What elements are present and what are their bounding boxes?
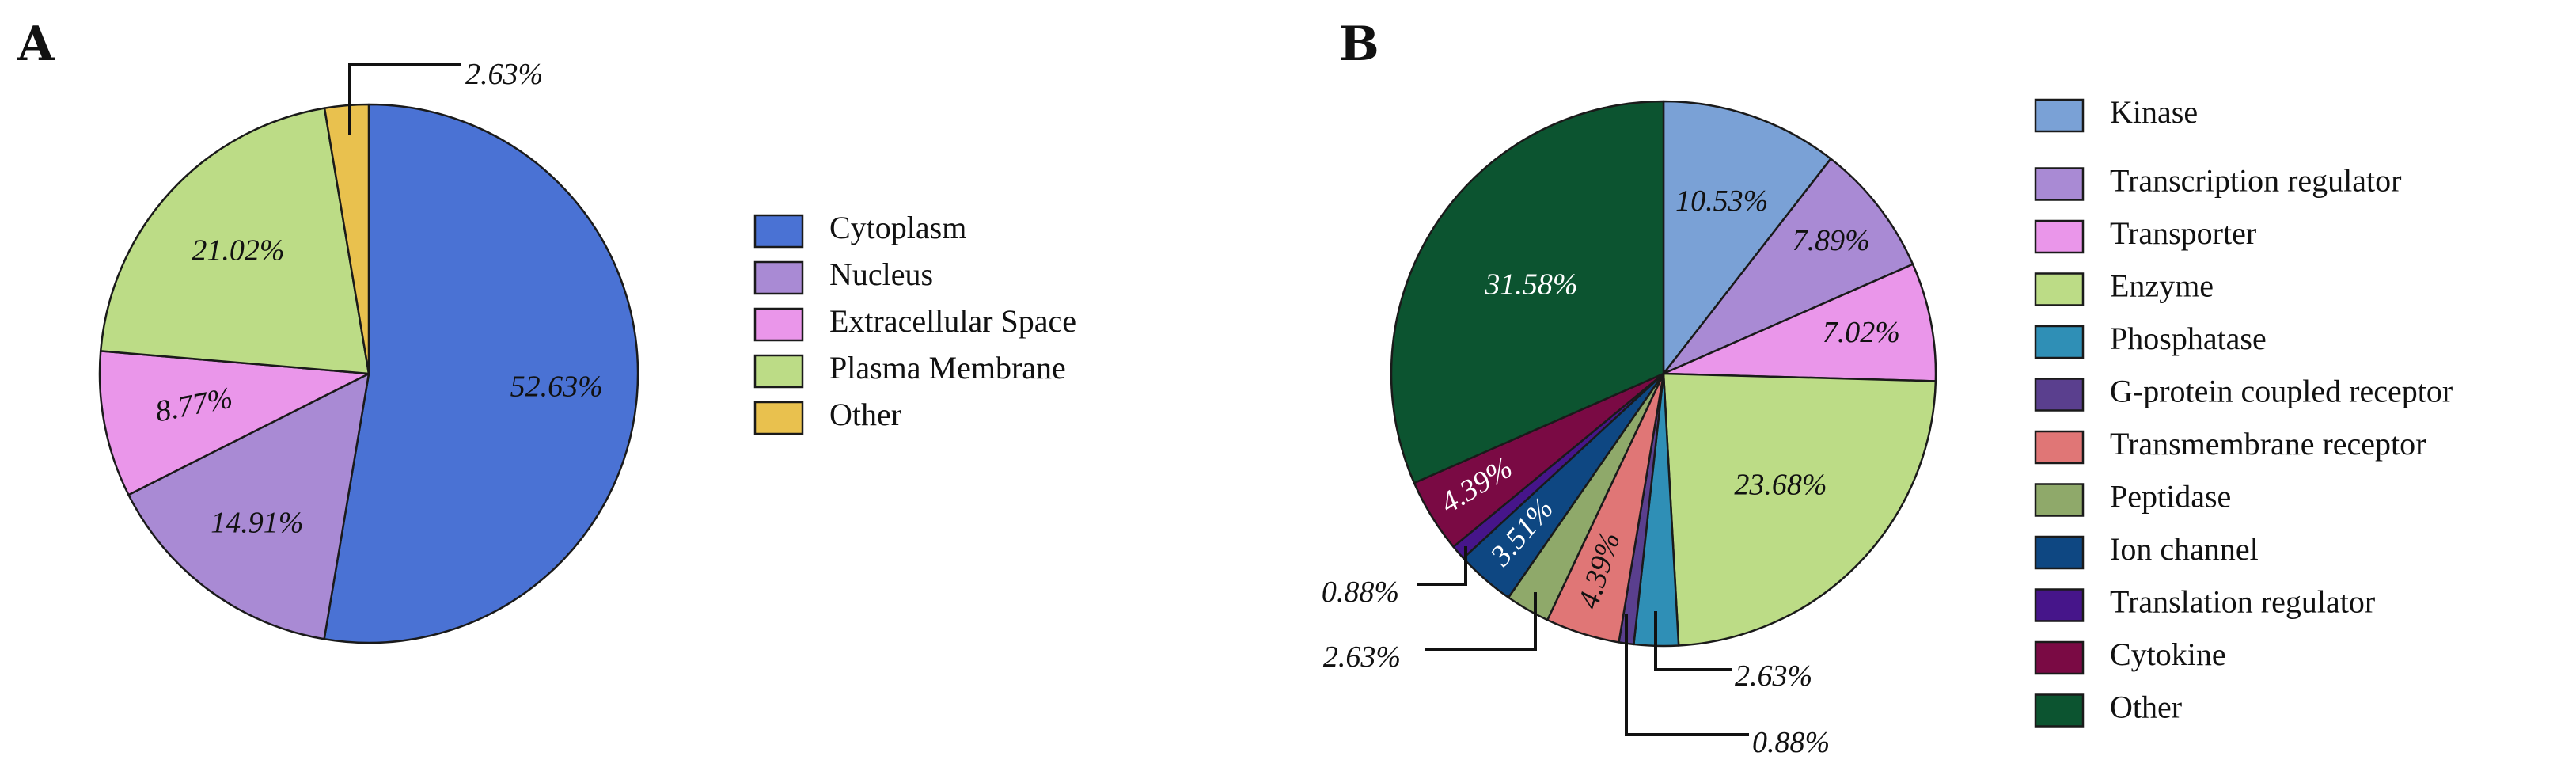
pie-b-legend-swatch-transmembrane-receptor xyxy=(2034,430,2085,465)
pie-b-legend-item-other: Other xyxy=(2034,690,2182,728)
pie-b-legend-item-kinase: Kinase xyxy=(2034,94,2198,133)
pie-b-legend-item-g-protein-coupled-receptor: G-protein coupled receptor xyxy=(2034,374,2453,412)
legend-a: Cytoplasm Nucleus Extracellular Space Plasm… xyxy=(753,210,1076,435)
pie-b-legend-swatch-transporter xyxy=(2034,219,2085,254)
pie-b-leader-peptidase xyxy=(1425,592,1537,651)
pie-b-leader-translation-regulator xyxy=(1417,546,1467,586)
pie-a-slice-extracellular-space xyxy=(98,350,370,496)
pie-b-legend-label-kinase: Kinase xyxy=(2110,94,2198,130)
pie-a-legend-label-plasma-membrane: Plasma Membrane xyxy=(829,350,1066,386)
pie-b-label-kinase: 10.53% xyxy=(1675,184,1768,218)
pie-a-slice-plasma-membrane xyxy=(99,107,370,375)
pie-a-slice-nucleus xyxy=(127,372,370,640)
pie-b-leader-g-protein-coupled-receptor xyxy=(1625,614,1749,736)
pie-a-legend-label-nucleus: Nucleus xyxy=(829,256,933,292)
pie-b-slice-transcription-regulator xyxy=(1662,158,1914,375)
pie-a-leader-other xyxy=(348,63,461,135)
pie-b-legend-swatch-enzyme xyxy=(2034,272,2085,306)
pie-b-legend-label-transmembrane-receptor: Transmembrane receptor xyxy=(2110,426,2426,462)
pie-a-label-nucleus: 14.91% xyxy=(211,506,303,539)
pie-a-legend-item-nucleus: Nucleus xyxy=(753,256,933,295)
pie-b-legend-swatch-ion-channel xyxy=(2034,535,2085,570)
pie-a-legend-swatch-cytoplasm xyxy=(753,214,804,249)
pie-b-legend-label-enzyme: Enzyme xyxy=(2110,268,2214,304)
pie-b-legend-label-g-protein-coupled-receptor: G-protein coupled receptor xyxy=(2110,374,2453,409)
pie-a-legend-label-other: Other xyxy=(829,397,901,432)
pie-b-label-other: 31.58% xyxy=(1484,268,1577,302)
pie-b-legend-item-phosphatase: Phosphatase xyxy=(2034,321,2267,359)
pie-b-label-transporter: 7.02% xyxy=(1823,316,1900,349)
pie-a-legend-item-plasma-membrane: Plasma Membrane xyxy=(753,350,1066,389)
pie-b-legend-swatch-translation-regulator xyxy=(2034,588,2085,622)
pie-b-label-peptidase: 2.63% xyxy=(1323,640,1401,674)
pie-b-label-phosphatase: 2.63% xyxy=(1735,659,1812,693)
pie-b-slice-kinase xyxy=(1662,100,1832,375)
pie-b-legend-item-transmembrane-receptor: Transmembrane receptor xyxy=(2034,426,2426,465)
pie-b-legend-label-translation-regulator: Translation regulator xyxy=(2110,584,2375,620)
pie-b-legend-item-peptidase: Peptidase xyxy=(2034,479,2231,517)
pie-chart-b: 10.53%7.89%7.02%23.68%2.63%0.88%4.39%2.6… xyxy=(1322,100,1937,759)
pie-a-label-plasma-membrane: 21.02% xyxy=(192,234,284,268)
pie-b-legend-item-translation-regulator: Translation regulator xyxy=(2034,584,2375,622)
pie-b-label-enzyme: 23.68% xyxy=(1734,469,1827,502)
pie-b-label-translation-regulator: 0.88% xyxy=(1322,576,1399,609)
pie-a-legend-swatch-other xyxy=(753,401,804,435)
pie-b-legend-item-transcription-regulator: Transcription regulator xyxy=(2034,163,2401,201)
pie-b-legend-label-transcription-regulator: Transcription regulator xyxy=(2110,163,2401,199)
pie-b-legend-label-transporter: Transporter xyxy=(2110,215,2256,251)
pie-chart-a: 52.63%14.91%8.77%21.02%2.63% xyxy=(98,58,639,644)
pie-a-slice-other xyxy=(323,103,370,375)
pie-b-legend-label-peptidase: Peptidase xyxy=(2110,479,2231,515)
pie-b-legend-swatch-other xyxy=(2034,693,2085,728)
pie-b-legend-swatch-phosphatase xyxy=(2034,325,2085,359)
pie-b-legend-swatch-g-protein-coupled-receptor xyxy=(2034,378,2085,412)
pie-a-label-cytoplasm: 52.63% xyxy=(510,370,603,404)
pie-a-legend-item-cytoplasm: Cytoplasm xyxy=(753,210,966,249)
pie-a-legend-swatch-extracellular-space xyxy=(753,307,804,342)
pie-b-legend-swatch-cytokine xyxy=(2034,640,2085,675)
pie-b-legend-label-other: Other xyxy=(2110,690,2182,725)
pie-a-legend-label-extracellular-space: Extracellular Space xyxy=(829,303,1076,339)
pie-b-legend-label-cytokine: Cytokine xyxy=(2110,636,2226,672)
pie-b-leader-phosphatase xyxy=(1654,611,1732,671)
pie-b-legend-item-cytokine: Cytokine xyxy=(2034,636,2226,675)
pie-a-legend-label-cytoplasm: Cytoplasm xyxy=(829,210,966,245)
pie-b-label-transcription-regulator: 7.89% xyxy=(1793,224,1870,257)
pie-a-legend-item-other: Other xyxy=(753,397,901,435)
pie-b-legend-label-ion-channel: Ion channel xyxy=(2110,531,2259,567)
pie-a-legend-item-extracellular-space: Extracellular Space xyxy=(753,303,1076,342)
pie-b-legend-item-ion-channel: Ion channel xyxy=(2034,531,2259,570)
pie-b-slice-enzyme xyxy=(1662,372,1937,647)
pie-b-legend-label-phosphatase: Phosphatase xyxy=(2110,321,2267,356)
pie-a-label-other: 2.63% xyxy=(465,58,543,91)
pie-b-legend-swatch-peptidase xyxy=(2034,483,2085,517)
pie-b-legend-swatch-kinase xyxy=(2034,98,2085,133)
panel-letter-b: B xyxy=(1339,17,1379,72)
pie-a-slice-cytoplasm xyxy=(323,103,639,644)
pie-b-legend-item-enzyme: Enzyme xyxy=(2034,268,2214,306)
pie-b-slice-transporter xyxy=(1662,263,1937,382)
pie-a-legend-swatch-nucleus xyxy=(753,260,804,295)
pie-b-slice-other xyxy=(1390,100,1665,484)
panel-letter-a: A xyxy=(17,17,55,72)
pie-b-legend-swatch-transcription-regulator xyxy=(2034,167,2085,201)
pie-b-label-g-protein-coupled-receptor: 0.88% xyxy=(1752,726,1830,759)
legend-b: Kinase Transcription regulator Transporter… xyxy=(2034,94,2453,728)
pie-b-legend-item-transporter: Transporter xyxy=(2034,215,2256,254)
pie-a-legend-swatch-plasma-membrane xyxy=(753,354,804,389)
